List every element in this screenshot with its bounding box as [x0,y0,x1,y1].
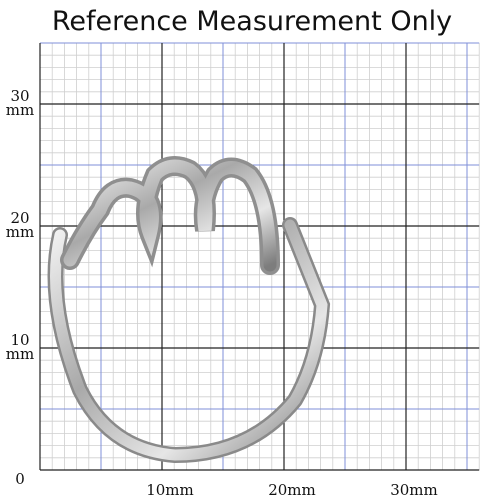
y-label-number: 20 [10,209,29,227]
origin-label: 0 [15,470,25,488]
y-label-unit: mm [6,101,34,119]
y-label-number: 10 [10,331,29,349]
ring [47,156,331,464]
y-label-unit: mm [6,345,34,363]
x-label: 20mm [268,481,316,499]
y-label-number: 30 [10,87,29,105]
title: Reference Measurement Only [52,6,452,37]
x-label: 10mm [146,481,194,499]
y-label-unit: mm [6,223,34,241]
grid [39,42,480,471]
ring-band-highlight [50,219,328,461]
ring-spiral-highlight [63,159,277,272]
x-label: 30mm [390,481,438,499]
